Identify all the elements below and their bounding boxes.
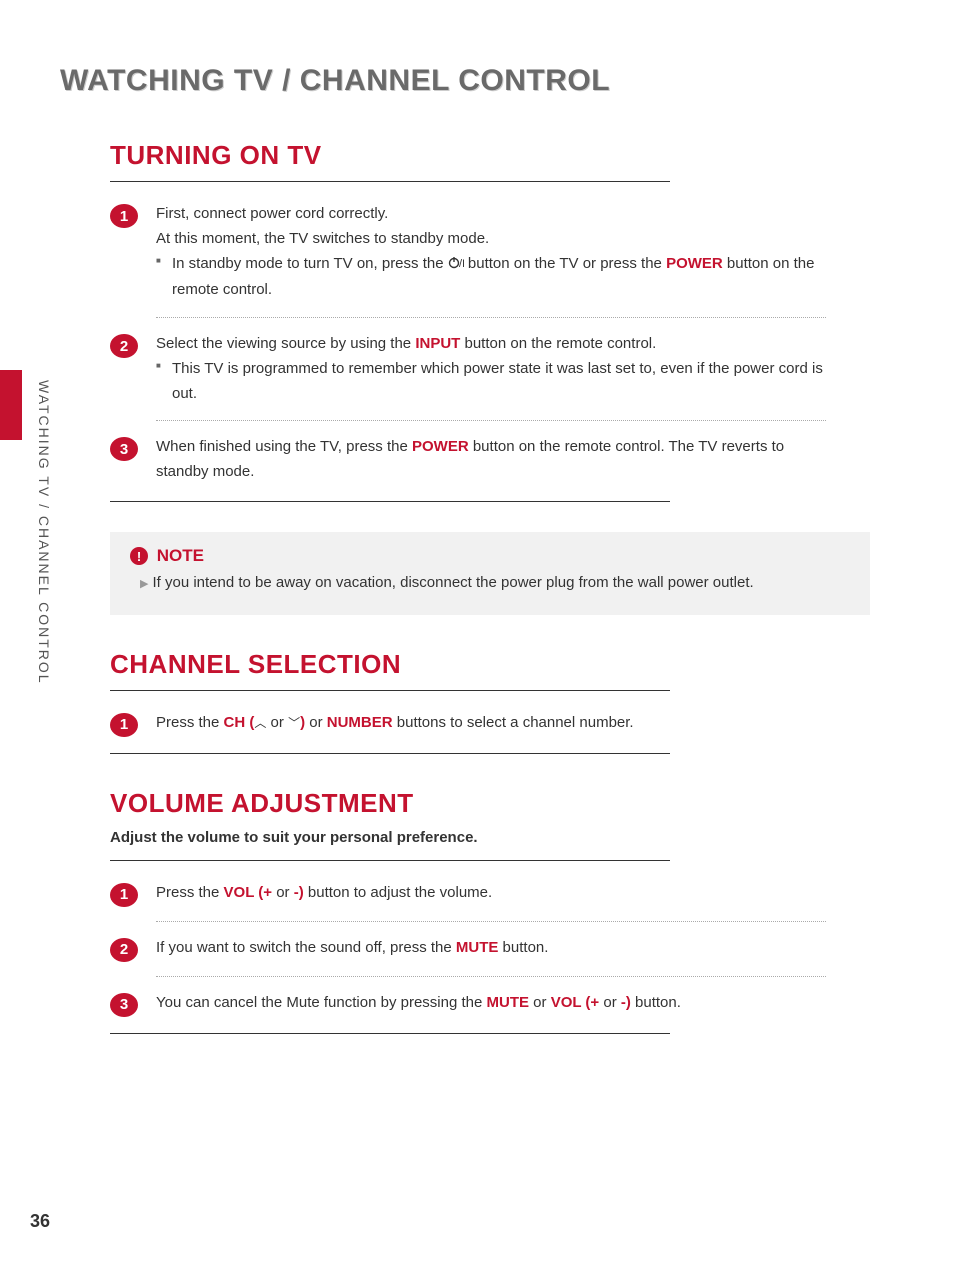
step-number-badge: 2 — [110, 334, 138, 358]
divider — [110, 181, 670, 182]
text: Select the viewing source by using the — [156, 335, 415, 352]
text: buttons to select a channel number. — [393, 714, 634, 731]
keyword-number: NUMBER — [327, 714, 393, 731]
step-text: Select the viewing source by using the I… — [156, 332, 830, 357]
step-row: 2 If you want to switch the sound off, p… — [110, 930, 830, 968]
step-body: You can cancel the Mute function by pres… — [156, 991, 830, 1016]
divider — [110, 860, 670, 861]
text: You can cancel the Mute function by pres… — [156, 994, 487, 1011]
keyword-mute: MUTE — [456, 939, 499, 956]
keyword-mute: MUTE — [487, 994, 530, 1011]
step-text: At this moment, the TV switches to stand… — [156, 227, 830, 252]
keyword-power: POWER — [666, 255, 723, 272]
step-body: Press the CH (︿ or ﹀) or NUMBER buttons … — [156, 711, 830, 736]
section-title-volume: VOLUME ADJUSTMENT — [110, 788, 870, 819]
note-exclaim-icon: ! — [130, 547, 148, 565]
keyword-vol: VOL (+ — [224, 884, 273, 901]
section-title-channel-selection: CHANNEL SELECTION — [110, 649, 870, 680]
text: button on the remote control. — [460, 335, 656, 352]
keyword-vol-minus: -) — [294, 884, 304, 901]
keyword-ch: CH ( — [224, 714, 255, 731]
dotted-divider — [156, 921, 826, 922]
content-area: TURNING ON TV 1 First, connect power cor… — [110, 140, 870, 1034]
step-body: First, connect power cord correctly. At … — [156, 202, 830, 303]
up-caret-icon: ︿ — [254, 716, 266, 730]
keyword-input: INPUT — [415, 335, 460, 352]
divider — [110, 1033, 670, 1034]
step-body: Press the VOL (+ or -) button to adjust … — [156, 881, 830, 906]
step-number-badge: 1 — [110, 883, 138, 907]
down-caret-icon: ﹀ — [288, 716, 300, 730]
step-number-badge: 1 — [110, 713, 138, 737]
step-sub-bullet: This TV is programmed to remember which … — [156, 357, 830, 407]
note-box: ! NOTE If you intend to be away on vacat… — [110, 532, 870, 615]
text: Press the — [156, 884, 224, 901]
text: or — [305, 714, 327, 731]
keyword-power: POWER — [412, 438, 469, 455]
step-row: 1 Press the CH (︿ or ﹀) or NUMBER button… — [110, 705, 830, 743]
dotted-divider — [156, 317, 826, 318]
text: or — [266, 714, 288, 731]
text: button to adjust the volume. — [304, 884, 492, 901]
text: or — [272, 884, 294, 901]
step-row: 2 Select the viewing source by using the… — [110, 326, 830, 412]
text: Press the — [156, 714, 224, 731]
step-row: 1 First, connect power cord correctly. A… — [110, 196, 830, 309]
side-label: WATCHING TV / CHANNEL CONTROL — [36, 380, 52, 685]
step-sub-bullet: In standby mode to turn TV on, press the… — [156, 252, 830, 304]
section-subtitle: Adjust the volume to suit your personal … — [110, 829, 870, 846]
divider — [110, 753, 670, 754]
step-row: 1 Press the VOL (+ or -) button to adjus… — [110, 875, 830, 913]
text: button. — [498, 939, 548, 956]
page-number: 36 — [30, 1211, 50, 1232]
keyword-vol: VOL (+ — [551, 994, 600, 1011]
text: or — [529, 994, 551, 1011]
step-text: First, connect power cord correctly. — [156, 202, 830, 227]
note-title: ! NOTE — [130, 546, 850, 566]
step-number-badge: 1 — [110, 204, 138, 228]
text: or — [599, 994, 621, 1011]
step-body: Select the viewing source by using the I… — [156, 332, 830, 406]
step-body: When finished using the TV, press the PO… — [156, 435, 830, 485]
step-row: 3 You can cancel the Mute function by pr… — [110, 985, 830, 1023]
text: When finished using the TV, press the — [156, 438, 412, 455]
note-body: If you intend to be away on vacation, di… — [130, 574, 850, 591]
step-number-badge: 3 — [110, 437, 138, 461]
divider — [110, 501, 670, 502]
divider — [110, 690, 670, 691]
step-row: 3 When finished using the TV, press the … — [110, 429, 830, 491]
step-number-badge: 2 — [110, 938, 138, 962]
page-title: WATCHING TV / CHANNEL CONTROL — [60, 64, 610, 98]
step-number-badge: 3 — [110, 993, 138, 1017]
keyword-vol-minus: -) — [621, 994, 631, 1011]
text: If you want to switch the sound off, pre… — [156, 939, 456, 956]
text: button on the TV or press the — [464, 255, 666, 272]
note-title-text: NOTE — [157, 546, 204, 565]
dotted-divider — [156, 976, 826, 977]
power-icon: /I — [448, 254, 464, 279]
section-title-turning-on: TURNING ON TV — [110, 140, 870, 171]
text: In standby mode to turn TV on, press the — [172, 255, 448, 272]
dotted-divider — [156, 420, 826, 421]
text: button. — [631, 994, 681, 1011]
side-accent-tab — [0, 370, 22, 440]
step-body: If you want to switch the sound off, pre… — [156, 936, 830, 961]
